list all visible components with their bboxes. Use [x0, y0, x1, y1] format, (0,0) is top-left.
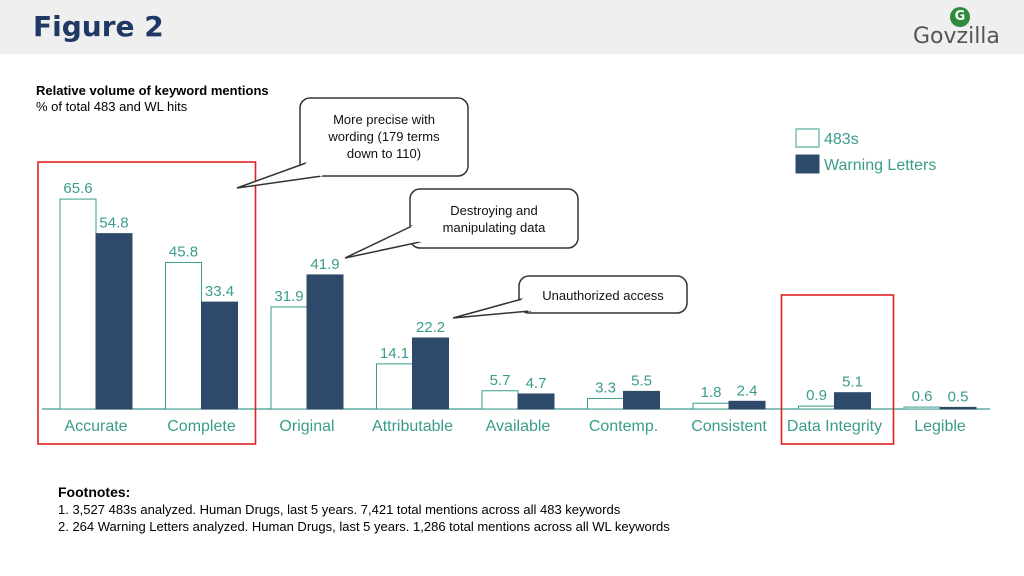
data-label-warning-letters-8: 0.5: [948, 388, 969, 405]
chart-subtitle: % of total 483 and WL hits: [36, 99, 188, 114]
x-tick-label-6: Consistent: [691, 418, 767, 435]
data-label-483s-7: 0.9: [806, 387, 827, 404]
footnotes: Footnotes: 1. 3,527 483s analyzed. Human…: [58, 484, 670, 535]
callout-precise-text-0: More precise with: [333, 112, 435, 127]
footnotes-heading: Footnotes:: [58, 484, 131, 500]
callout-precise-pointer-mask: [305, 162, 323, 177]
x-tick-label-7: Data Integrity: [787, 418, 882, 435]
bar-warning-letters-1: [201, 301, 238, 410]
data-label-warning-letters-3: 22.2: [416, 319, 445, 336]
footnote-1: 1. 3,527 483s analyzed. Human Drugs, las…: [58, 502, 621, 517]
header-bar: Figure 2 G Govzilla: [0, 0, 1024, 54]
callout-precise-text-2: down to 110): [347, 146, 421, 161]
callout-unauthorized-text-0: Unauthorized access: [542, 288, 664, 303]
bar-warning-letters-6: [728, 400, 766, 410]
bar-warning-letters-4: [517, 393, 555, 410]
data-label-warning-letters-1: 33.4: [205, 283, 234, 300]
bar-483s-7: [798, 405, 835, 410]
bar-warning-letters-2: [306, 274, 344, 410]
data-label-483s-5: 3.3: [595, 379, 616, 396]
x-tick-label-0: Accurate: [64, 418, 127, 435]
data-label-483s-6: 1.8: [701, 384, 722, 401]
brand-logo: G Govzilla: [906, 5, 1016, 51]
bar-483s-5: [587, 397, 624, 410]
callout-unauthorized-pointer: [452, 298, 532, 319]
callout-destroying-pointer: [344, 225, 422, 259]
data-label-483s-1: 45.8: [169, 243, 198, 260]
bar-warning-letters-3: [412, 337, 449, 410]
x-tick-label-4: Available: [486, 418, 551, 435]
callout-precise-text-1: wording (179 terms: [327, 129, 440, 144]
highlight-box-data-integrity: [780, 294, 895, 445]
globe-icon: G: [950, 7, 970, 27]
legend-label-warning-letters: Warning Letters: [824, 157, 936, 174]
callout-precise-box: [299, 97, 469, 177]
highlight-box-accurate-complete: [37, 161, 257, 445]
data-label-483s-8: 0.6: [912, 388, 933, 405]
legend-swatch-483s: [795, 128, 820, 148]
bar-483s-6: [692, 402, 730, 410]
data-label-483s-2: 31.9: [274, 288, 303, 305]
bar-warning-letters-7: [834, 392, 871, 410]
bar-483s-3: [376, 363, 413, 410]
data-label-483s-4: 5.7: [490, 372, 511, 389]
bar-483s-0: [59, 198, 97, 410]
data-label-warning-letters-7: 5.1: [842, 374, 863, 391]
bar-483s-8: [903, 406, 941, 410]
bar-483s-1: [165, 261, 202, 410]
data-label-483s-3: 14.1: [380, 345, 409, 362]
callout-destroying-pointer-mask: [410, 225, 422, 243]
x-tick-label-2: Original: [279, 418, 334, 435]
callout-destroying-box: [409, 188, 579, 249]
callout-unauthorized-box: [518, 275, 688, 314]
data-label-warning-letters-5: 5.5: [631, 372, 652, 389]
chart-title: Relative volume of keyword mentions: [36, 83, 269, 98]
legend-swatch-warning-letters: [795, 154, 820, 174]
x-tick-label-5: Contemp.: [589, 418, 658, 435]
data-label-483s-0: 65.6: [63, 180, 92, 197]
data-label-warning-letters-4: 4.7: [526, 375, 547, 392]
bar-warning-letters-0: [95, 233, 133, 410]
data-label-warning-letters-6: 2.4: [737, 382, 758, 399]
bar-warning-letters-8: [939, 406, 977, 410]
callout-destroying-text-1: manipulating data: [443, 220, 546, 235]
logo-text: Govzilla: [913, 24, 1000, 49]
x-tick-label-1: Complete: [167, 418, 236, 435]
footnote-2: 2. 264 Warning Letters analyzed. Human D…: [58, 519, 670, 534]
x-tick-label-8: Legible: [914, 418, 966, 435]
data-label-warning-letters-2: 41.9: [310, 256, 339, 273]
bar-483s-4: [481, 390, 519, 410]
data-label-warning-letters-0: 54.8: [99, 215, 128, 232]
bar-warning-letters-5: [623, 390, 660, 410]
page-title: Figure 2: [33, 10, 164, 43]
callout-unauthorized-pointer-mask: [520, 298, 532, 312]
x-tick-label-3: Attributable: [372, 418, 453, 435]
callout-destroying-text-0: Destroying and: [450, 203, 537, 218]
bar-483s-2: [270, 306, 308, 410]
legend-label-483s: 483s: [824, 131, 859, 148]
